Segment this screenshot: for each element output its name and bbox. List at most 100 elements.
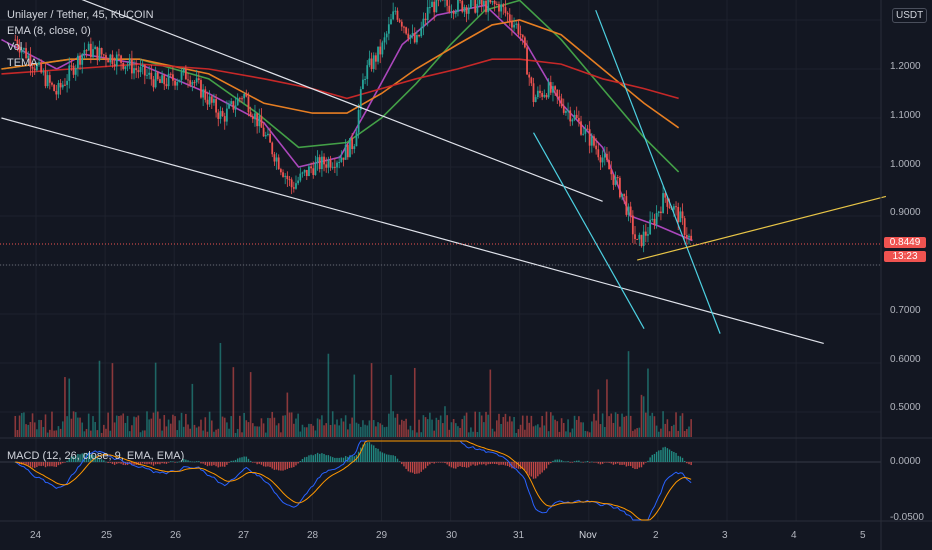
macd-histogram-bar <box>515 462 517 468</box>
macd-histogram-bar <box>301 458 304 462</box>
volume-bar <box>614 412 617 437</box>
volume-bar <box>558 431 561 437</box>
volume-bar <box>578 416 580 437</box>
volume-bar <box>221 416 224 437</box>
macd-histogram-bar <box>245 456 248 462</box>
candle-body <box>267 133 269 136</box>
volume-bar <box>407 429 410 437</box>
macd-histogram-bar <box>70 456 73 462</box>
macd-histogram-bar <box>55 462 57 467</box>
volume-bar <box>627 351 630 437</box>
legend-macd[interactable]: MACD (12, 26, close, 9, EMA, EMA) <box>7 450 185 462</box>
candle-body <box>655 213 658 225</box>
macd-histogram-bar <box>524 462 526 470</box>
legend-vol[interactable]: Vol <box>7 41 23 53</box>
candle-body <box>586 128 589 130</box>
macd-histogram-bar <box>444 462 446 464</box>
candle-body <box>232 101 235 110</box>
candle-body <box>495 3 498 5</box>
macd-histogram-bar <box>353 456 355 462</box>
candle-body <box>608 160 610 170</box>
macd-histogram-bar <box>262 462 265 467</box>
macd-histogram-bar <box>483 462 485 465</box>
legend-ema[interactable]: EMA (8, close, 0) <box>7 25 91 37</box>
candle-body <box>601 157 604 163</box>
macd-histogram-bar <box>349 455 351 462</box>
candle-body <box>616 177 619 179</box>
volume-bar <box>597 389 600 437</box>
trend-line <box>637 195 887 261</box>
trend-lines[interactable] <box>1 0 887 344</box>
volume-bar <box>338 425 340 437</box>
macd-histogram-bar <box>601 462 604 464</box>
candle-body <box>48 75 51 83</box>
volume-bar <box>53 430 55 437</box>
volume-bar <box>128 431 131 437</box>
volume-bar <box>588 432 591 437</box>
candle-body <box>653 218 656 225</box>
volume-bar <box>340 418 343 437</box>
macd-histogram-bar <box>174 462 176 463</box>
candle-body <box>264 135 267 137</box>
candle-body <box>316 157 319 163</box>
candle-body <box>433 1 436 13</box>
volume-bar <box>642 396 645 437</box>
macd-histogram-bar <box>629 462 632 467</box>
volume-bar <box>247 422 250 437</box>
candle-body <box>139 67 142 73</box>
volume-bar <box>72 411 75 437</box>
candle-body <box>70 65 73 67</box>
legend-tema[interactable]: TEMA <box>7 57 38 69</box>
volume-bar <box>580 422 582 437</box>
volume-bar <box>226 422 228 437</box>
candle-body <box>167 73 170 87</box>
x-tick: 26 <box>170 530 182 541</box>
macd-histogram-bar <box>411 462 414 473</box>
candle-body <box>321 156 323 170</box>
candle-body <box>89 43 92 58</box>
volume-bar <box>299 431 302 437</box>
volume-bar <box>254 426 256 437</box>
candle-body <box>606 153 608 161</box>
volume-bar <box>83 431 86 437</box>
candle-body <box>502 4 505 8</box>
macd-histogram-bar <box>321 453 323 462</box>
macd-histogram-bar <box>310 454 312 462</box>
candle-body <box>573 114 576 120</box>
currency-selector[interactable]: USDT <box>892 8 928 23</box>
candle-body <box>629 206 632 216</box>
candle-body <box>31 66 34 69</box>
macd-histogram-bar <box>377 448 379 462</box>
macd-histogram-bar <box>429 462 431 465</box>
macd-histogram-bar <box>178 461 181 463</box>
volume-bar <box>534 425 537 437</box>
macd-histogram-bar <box>195 461 198 462</box>
macd-histogram-bar <box>370 444 373 462</box>
macd-histogram-bar <box>673 451 675 462</box>
volume-bar <box>154 362 157 437</box>
candle-body <box>504 7 507 13</box>
volume-bar <box>655 425 658 437</box>
macd-histogram-bar <box>526 462 528 474</box>
volume-bar <box>303 427 306 437</box>
candle-body <box>286 175 289 180</box>
macd-histogram-bar <box>452 462 455 469</box>
volume-bar <box>442 423 444 437</box>
candle-body <box>489 0 492 3</box>
candle-body <box>241 98 243 100</box>
macd-histogram-bar <box>120 462 122 464</box>
candle-body <box>146 74 148 76</box>
candle-body <box>513 24 515 28</box>
candle-body <box>588 129 591 146</box>
macd-histogram-bar <box>385 454 388 462</box>
candle-body <box>377 46 379 62</box>
candle-body <box>113 64 116 67</box>
macd-histogram-bar <box>534 462 537 479</box>
candle-body <box>474 0 477 13</box>
macd-histogram-bar <box>185 459 187 462</box>
macd-histogram-bar <box>193 461 196 463</box>
volume-bar <box>439 415 442 437</box>
candle-body <box>59 82 62 88</box>
volume-bar <box>657 431 660 437</box>
